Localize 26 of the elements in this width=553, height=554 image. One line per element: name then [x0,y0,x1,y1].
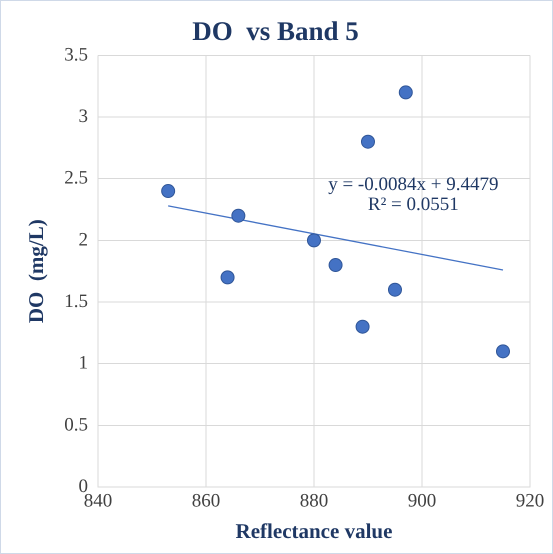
point [496,344,510,358]
point [161,184,176,198]
point [220,270,235,284]
y-tick-label: 3 [78,106,88,128]
point [398,85,413,100]
y-tick-label: 1 [78,352,88,374]
chart-title: DO vs Band 5 [192,16,359,46]
y-tick-label: 2.5 [64,168,88,189]
annotation: R² = 0.0551 [368,194,459,215]
y-axis-title: DO (mg/L) [24,219,48,324]
point [328,258,343,272]
x-tick-label: 880 [300,490,328,512]
y-tick-label: 3.5 [64,44,88,66]
x-tick-label: 860 [192,490,220,512]
x-tick-label: 900 [408,490,436,512]
y-tick-label: 0.5 [64,414,88,436]
annotation: y = -0.0084x + 9.4479 [328,174,498,195]
point [306,233,321,248]
x-tick-label: 920 [516,490,544,512]
point [360,134,375,149]
x-axis-title: Reflectance value [236,518,392,543]
point [231,208,246,223]
point [356,320,370,334]
y-tick-label: 2 [78,229,88,250]
point [388,282,402,297]
y-tick-label: 1.5 [64,291,88,312]
